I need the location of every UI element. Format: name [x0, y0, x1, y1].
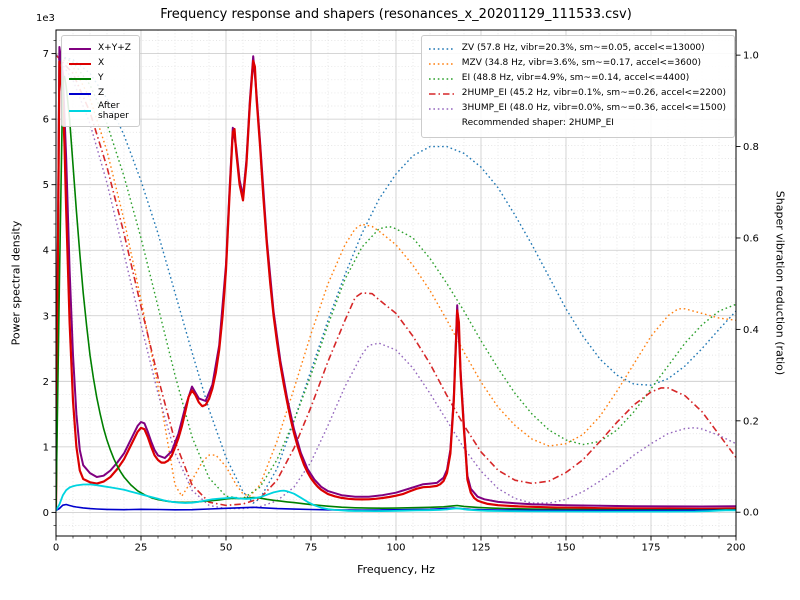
legend-shaper-items: ZV (57.8 Hz, vibr=20.3%, sm~=0.05, accel… — [428, 41, 726, 116]
series-layer — [56, 46, 736, 513]
legend-item-2hump_ei: 2HUMP_EI (45.2 Hz, vibr=0.1%, sm~=0.26, … — [428, 86, 726, 101]
legend-shapers: ZV (57.8 Hz, vibr=20.3%, sm~=0.05, accel… — [420, 35, 735, 138]
y-right-tick-label: 0.2 — [743, 416, 759, 427]
y-right-tick-label: 1.0 — [743, 51, 759, 62]
tick-marks — [51, 40, 741, 541]
y-left-axis-label: Power spectral density — [9, 220, 23, 346]
legend-line-sample — [69, 92, 91, 95]
y-left-tick-label: 0 — [43, 508, 49, 519]
legend-line-sample — [69, 47, 91, 50]
legend-item-z: Z — [68, 86, 131, 101]
legend-line-sample — [428, 47, 455, 50]
x-tick-label: 0 — [53, 542, 59, 553]
tick-labels: 0 25 50 75 100 125 150 175 200 0 1 2 3 4 5 6 7 0.0 0.2 0.4 0… — [43, 49, 759, 553]
y-left-tick-label: 4 — [43, 246, 49, 257]
legend-line-sample — [428, 77, 455, 80]
legend-label: X — [98, 58, 105, 69]
y-right-tick-label: 0.8 — [743, 142, 759, 153]
series-after — [56, 483, 736, 513]
legend-item-y: Y — [68, 71, 131, 86]
y-left-tick-label: 3 — [43, 311, 49, 322]
series-3hump_ei — [56, 54, 736, 510]
legend-label: 3HUMP_EI (48.0 Hz, vibr=0.0%, sm~=0.36, … — [461, 103, 726, 114]
y-left-tick-label: 6 — [43, 115, 49, 126]
x-tick-label: 200 — [726, 542, 745, 553]
x-axis-label: Frequency, Hz — [357, 563, 435, 576]
y-right-tick-label: 0.0 — [743, 508, 759, 519]
legend-psd: X+Y+Z X Y Z After shaper — [61, 35, 140, 128]
y-left-tick-label: 5 — [43, 180, 49, 191]
x-tick-label: 25 — [135, 542, 148, 553]
x-tick-label: 125 — [471, 542, 490, 553]
legend-item-3hump_ei: 3HUMP_EI (48.0 Hz, vibr=0.0%, sm~=0.36, … — [428, 101, 726, 116]
chart-title: Frequency response and shapers (resonanc… — [160, 7, 632, 22]
series-mzv — [56, 54, 736, 497]
legend-line-sample — [428, 107, 455, 110]
y-right-tick-label: 0.4 — [743, 325, 759, 336]
legend-label: Z — [98, 88, 105, 99]
y-axis-scale-label: 1e3 — [36, 13, 55, 24]
y-left-tick-label: 7 — [43, 49, 49, 60]
legend-item-ei: EI (48.8 Hz, vibr=4.9%, sm~=0.14, accel<… — [428, 71, 726, 86]
legend-item-mzv: MZV (34.8 Hz, vibr=3.6%, sm~=0.17, accel… — [428, 56, 726, 71]
legend-label: MZV (34.8 Hz, vibr=3.6%, sm~=0.17, accel… — [461, 58, 701, 69]
x-tick-label: 100 — [386, 542, 405, 553]
legend-item-x: X — [68, 56, 131, 71]
legend-label: X+Y+Z — [98, 43, 131, 54]
x-tick-label: 150 — [556, 542, 575, 553]
legend-item-xyz: X+Y+Z — [68, 41, 131, 56]
x-tick-label: 175 — [641, 542, 660, 553]
y-right-axis-label: Shaper vibration reduction (ratio) — [773, 190, 787, 376]
y-left-tick-label: 1 — [43, 442, 49, 453]
legend-label: EI (48.8 Hz, vibr=4.9%, sm~=0.14, accel<… — [461, 73, 690, 84]
legend-label: ZV (57.8 Hz, vibr=20.3%, sm~=0.05, accel… — [461, 43, 705, 54]
legend-line-sample — [428, 92, 455, 95]
series-z — [56, 503, 736, 512]
legend-label: After shaper — [98, 101, 129, 122]
legend-item-zv: ZV (57.8 Hz, vibr=20.3%, sm~=0.05, accel… — [428, 41, 726, 56]
y-left-tick-label: 2 — [43, 377, 49, 388]
legend-label: Y — [98, 73, 104, 84]
legend-item-after: After shaper — [68, 101, 131, 121]
series-y — [56, 75, 736, 511]
x-tick-label: 75 — [305, 542, 318, 553]
y-right-tick-label: 0.6 — [743, 233, 759, 244]
recommended-shaper-note: Recommended shaper: 2HUMP_EI — [461, 118, 614, 128]
legend-line-sample — [428, 62, 455, 65]
legend-line-sample — [69, 62, 91, 65]
legend-label: 2HUMP_EI (45.2 Hz, vibr=0.1%, sm~=0.26, … — [461, 88, 726, 99]
series-x — [56, 59, 736, 510]
legend-line-sample — [69, 77, 91, 80]
legend-line-sample — [69, 110, 91, 113]
x-tick-label: 50 — [220, 542, 233, 553]
